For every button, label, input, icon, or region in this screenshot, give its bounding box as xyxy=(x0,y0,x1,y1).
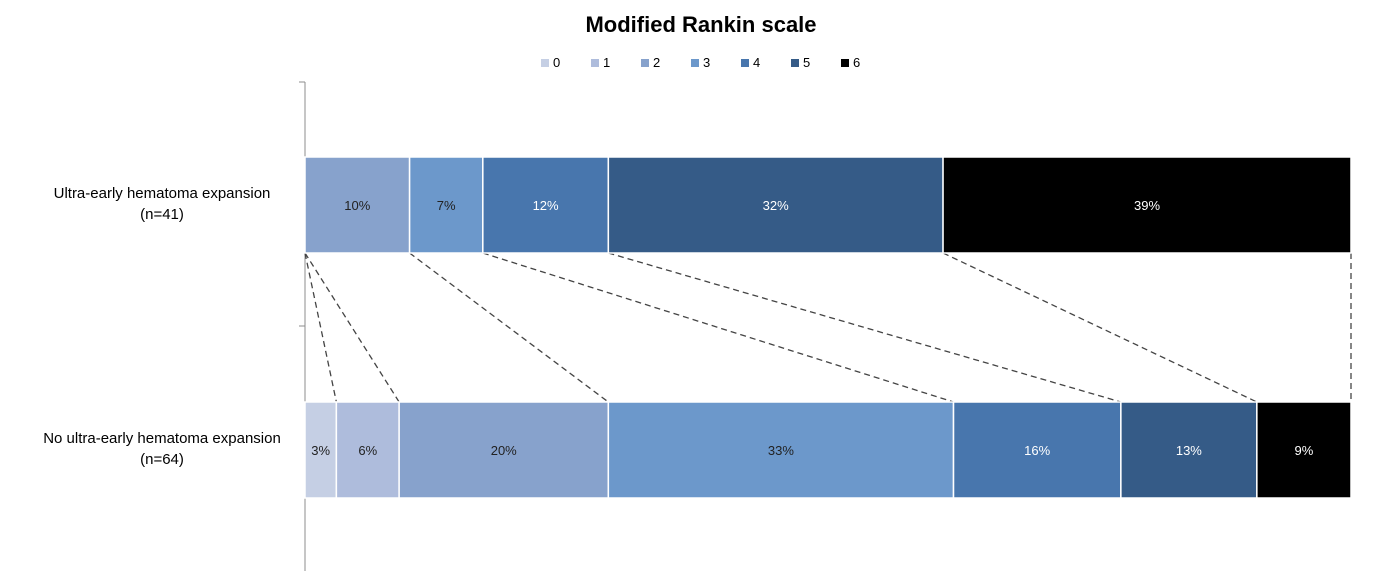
data-label: 12% xyxy=(533,198,559,213)
data-label: 6% xyxy=(358,443,377,458)
category-label: Ultra-early hematoma expansion xyxy=(54,185,271,202)
legend-swatch-5 xyxy=(791,59,799,67)
data-label: 33% xyxy=(768,443,794,458)
category-label-n: (n=64) xyxy=(140,451,184,468)
data-label: 20% xyxy=(491,443,517,458)
category-labels: Ultra-early hematoma expansion (n=41) No u… xyxy=(43,185,281,468)
data-label: 16% xyxy=(1024,443,1050,458)
bar-segment-6 xyxy=(1256,401,1352,499)
series-line xyxy=(942,252,1258,403)
bar-segment-6 xyxy=(942,156,1352,254)
legend-swatch-6 xyxy=(841,59,849,67)
data-label: 39% xyxy=(1134,198,1160,213)
category-label: No ultra-early hematoma expansion xyxy=(43,430,281,447)
legend-label-2: 2 xyxy=(653,55,660,70)
legend-label-0: 0 xyxy=(553,55,560,70)
data-label: 10% xyxy=(344,198,370,213)
bar-segment-4 xyxy=(482,156,610,254)
legend-swatch-2 xyxy=(641,59,649,67)
bar-segment-5 xyxy=(607,156,944,254)
legend-label-5: 5 xyxy=(803,55,810,70)
data-label: 32% xyxy=(763,198,789,213)
legend-label-1: 1 xyxy=(603,55,610,70)
data-label: 7% xyxy=(437,198,456,213)
category-label-n: (n=41) xyxy=(140,206,184,223)
data-label: 3% xyxy=(311,443,330,458)
series-line xyxy=(304,252,400,403)
legend-label-4: 4 xyxy=(753,55,760,70)
data-label: 9% xyxy=(1295,443,1314,458)
legend-swatch-4 xyxy=(741,59,749,67)
legend-label-6: 6 xyxy=(853,55,860,70)
bar-segment-0 xyxy=(304,401,338,499)
series-line xyxy=(482,252,954,403)
bar-segment-5 xyxy=(1120,401,1258,499)
series-line xyxy=(304,252,338,403)
legend: 0 1 2 3 4 5 6 xyxy=(541,55,860,70)
bar-segment-2 xyxy=(398,401,610,499)
bar-segment-4 xyxy=(952,401,1122,499)
chart-title: Modified Rankin scale xyxy=(585,12,816,37)
legend-swatch-3 xyxy=(691,59,699,67)
legend-swatch-0 xyxy=(541,59,549,67)
bar-segment-3 xyxy=(607,401,955,499)
bar-segment-1 xyxy=(335,401,400,499)
bar-segment-2 xyxy=(304,156,411,254)
legend-swatch-1 xyxy=(591,59,599,67)
series-lines xyxy=(304,252,1352,403)
bars: 0%10%7%12%32%39%3%6%20%33%16%13%9% xyxy=(304,156,1352,499)
series-line xyxy=(608,252,1122,403)
series-line xyxy=(409,252,609,403)
legend-label-3: 3 xyxy=(703,55,710,70)
data-label: 13% xyxy=(1176,443,1202,458)
